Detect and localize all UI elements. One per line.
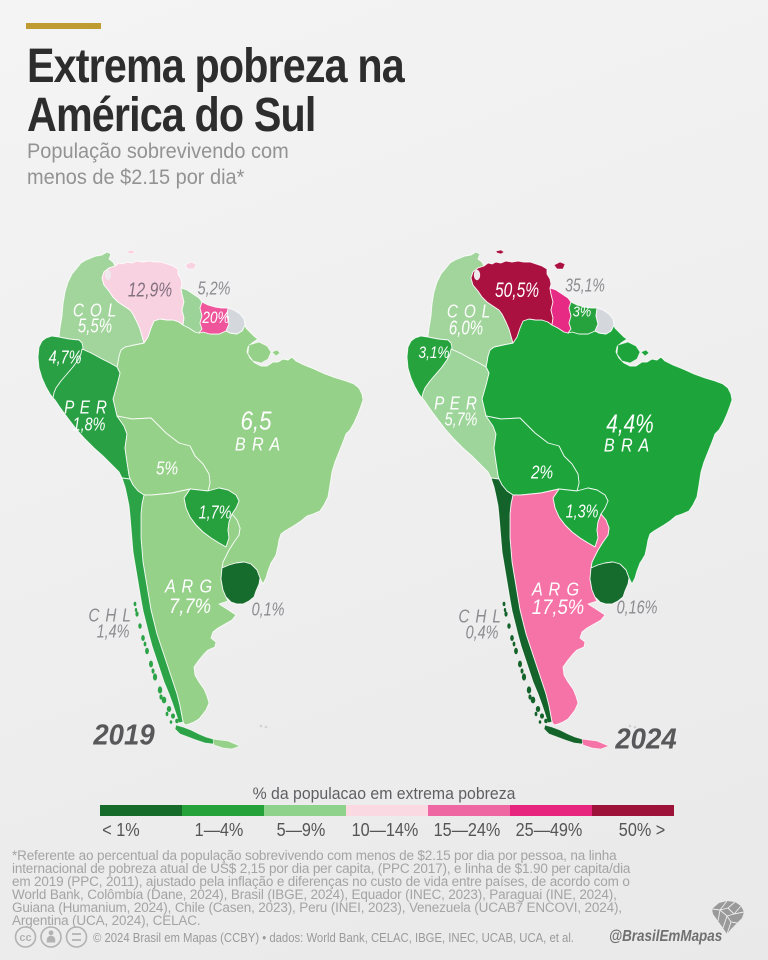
svg-text:cc: cc	[19, 932, 31, 944]
